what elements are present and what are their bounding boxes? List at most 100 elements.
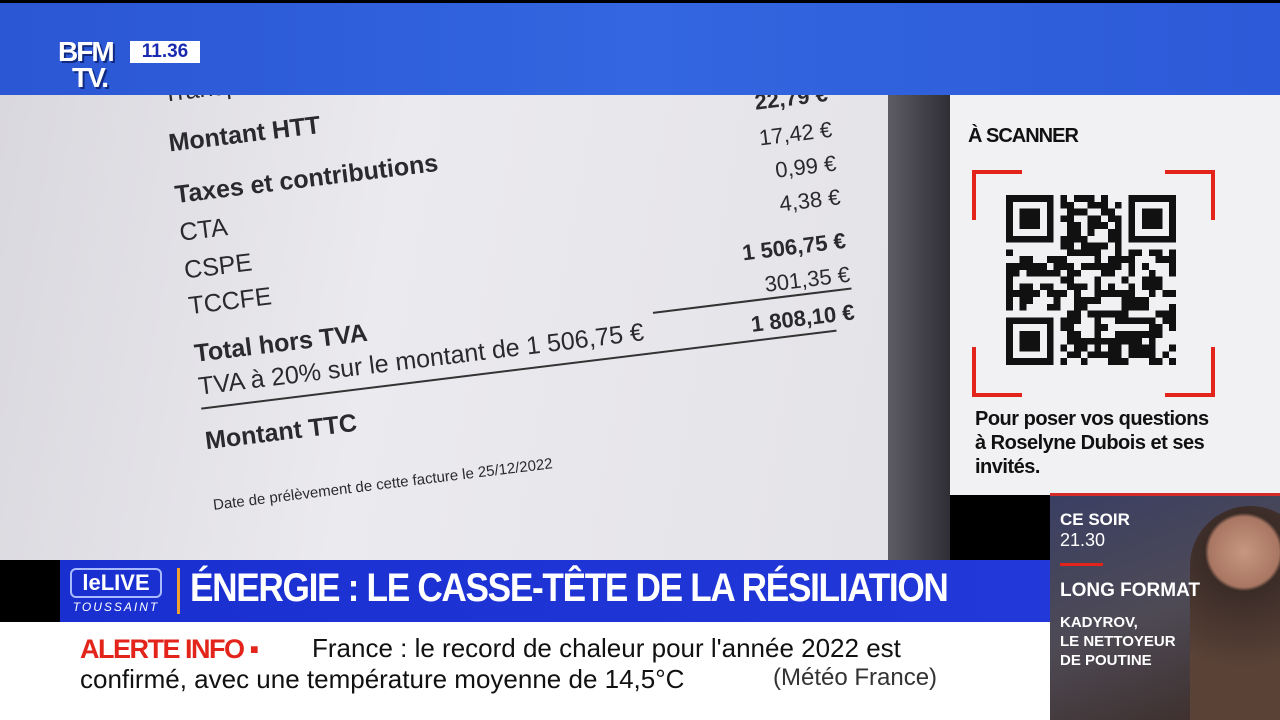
qr-module [1148, 283, 1156, 291]
qr-module [1067, 324, 1074, 331]
qr-module [1169, 263, 1176, 270]
qr-module [1094, 201, 1102, 209]
qr-module [1006, 215, 1013, 223]
qr-module [1067, 310, 1074, 318]
qr-module [1046, 222, 1054, 229]
qr-module [1012, 317, 1020, 325]
qr-module [1169, 269, 1176, 277]
qr-module [1006, 344, 1013, 352]
qr-module [1067, 283, 1074, 291]
qr-module [1046, 303, 1054, 311]
qr-module [1019, 215, 1027, 223]
promo-when: CE SOIR [1060, 510, 1130, 529]
qr-module [1114, 222, 1122, 229]
qr-module [1142, 276, 1149, 284]
qr-module [1135, 344, 1142, 352]
qr-module [1101, 208, 1108, 216]
qr-module [1142, 208, 1149, 216]
invoice-partial-line: Transport [161, 95, 270, 109]
qr-module [1128, 351, 1136, 359]
ticker-line-2: confirmé, avec une température moyenne d… [80, 664, 685, 694]
qr-module [1108, 358, 1115, 365]
qr-module [1155, 276, 1163, 284]
qr-module [1108, 263, 1115, 270]
qr-module [1006, 201, 1013, 209]
qr-module [1108, 229, 1115, 236]
qr-module [1060, 358, 1068, 365]
qr-module [1040, 317, 1047, 325]
montant-htt-label: Montant HTT [167, 111, 323, 158]
qr-module [1128, 222, 1136, 229]
qr-module [1026, 283, 1034, 291]
qr-code[interactable] [1006, 195, 1176, 365]
qr-module [1080, 195, 1088, 202]
qr-module [1128, 283, 1136, 291]
qr-module [1026, 256, 1034, 263]
qr-module [1094, 256, 1102, 263]
qr-module [1006, 235, 1013, 243]
qr-module [1074, 344, 1081, 352]
qr-module [1128, 269, 1136, 277]
promo-card[interactable]: CE SOIR 21.30 LONG FORMAT KADYROV, LE NE… [1050, 493, 1280, 720]
qr-module [1148, 208, 1156, 216]
qr-module [1162, 310, 1170, 318]
qr-module [1094, 222, 1102, 229]
qr-module [1067, 222, 1074, 229]
qr-module [1019, 297, 1027, 304]
qr-module [1006, 276, 1013, 284]
qr-module [1006, 331, 1013, 338]
qr-module [1006, 283, 1013, 291]
qr-module [1094, 317, 1102, 325]
qr-module [1006, 195, 1013, 202]
qr-module [1094, 344, 1102, 352]
qr-module [1128, 317, 1136, 325]
qr-module [1080, 208, 1088, 216]
qr-module [1114, 242, 1122, 250]
clock: 11.36 [130, 41, 200, 63]
qr-module [1087, 229, 1095, 236]
qr-module [1006, 269, 1013, 277]
qr-module [1162, 290, 1170, 297]
qr-module [1026, 208, 1034, 216]
qr-module [1114, 263, 1122, 270]
qr-module [1114, 201, 1122, 209]
qr-module [1101, 195, 1108, 202]
qr-module [1080, 303, 1088, 311]
qr-module [1040, 235, 1047, 243]
qr-module [1094, 310, 1102, 318]
qr-module [1053, 263, 1061, 270]
qr-module [1012, 263, 1020, 270]
qr-module [1094, 297, 1102, 304]
ticker-line-1: France : le record de chaleur pour l'ann… [312, 633, 901, 663]
qr-module [1080, 283, 1088, 291]
qr-module [1128, 337, 1136, 345]
qr-module [1114, 331, 1122, 338]
qr-module [1026, 222, 1034, 229]
qr-module [1046, 195, 1054, 202]
qr-module [1142, 344, 1149, 352]
qr-module [1019, 195, 1027, 202]
qr-module [1155, 256, 1163, 263]
qr-module [1169, 235, 1176, 243]
promo-photo [1190, 506, 1280, 720]
qr-module [1074, 195, 1081, 202]
qr-module [1148, 215, 1156, 223]
promo-title: KADYROV, [1060, 614, 1138, 631]
qr-module [1101, 351, 1108, 359]
qr-frame [972, 170, 1215, 397]
qr-module [1012, 235, 1020, 243]
qr-module [1046, 337, 1054, 345]
qr-module [1142, 235, 1149, 243]
qr-module [1128, 263, 1136, 270]
qr-module [1067, 263, 1074, 270]
qr-module [1155, 358, 1163, 365]
qr-module [1080, 235, 1088, 243]
qr-module [1148, 195, 1156, 202]
qr-module [1060, 324, 1068, 331]
qr-module [1033, 344, 1040, 352]
qr-module [1094, 242, 1102, 250]
qr-module [1060, 242, 1068, 250]
qr-module [1108, 235, 1115, 243]
qr-module [1142, 297, 1149, 304]
qr-module [1148, 276, 1156, 284]
